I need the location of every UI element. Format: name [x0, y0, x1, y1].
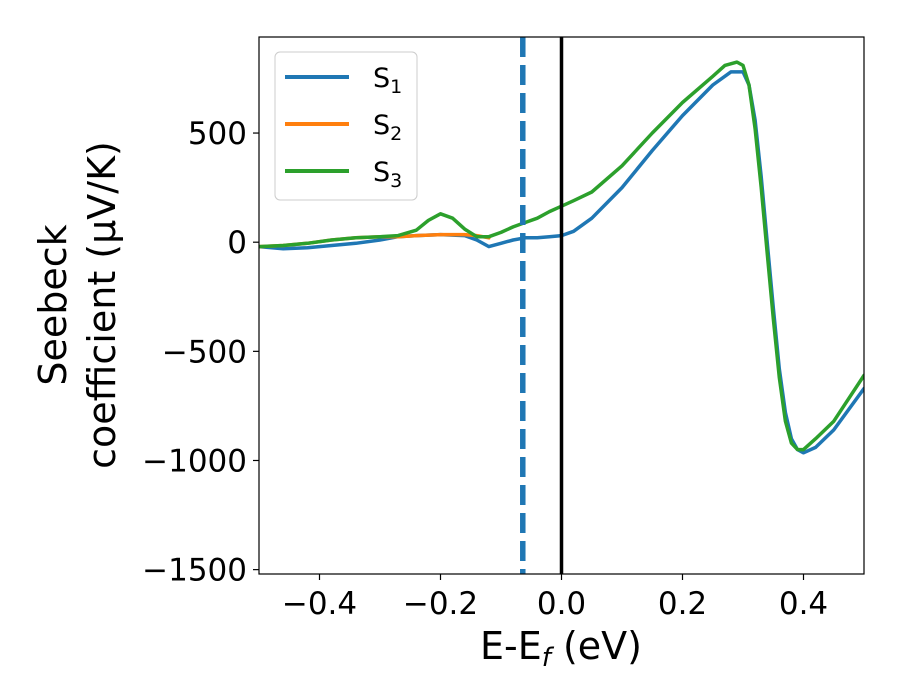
y-tick-label: −1500 [142, 553, 247, 589]
x-axis-label: E-Ef (eV) [480, 624, 642, 673]
x-tick-label: −0.4 [282, 586, 357, 622]
legend-label-s3: S3 [373, 157, 402, 192]
y-tick-label: −500 [162, 334, 247, 370]
legend-label-s1: S1 [373, 63, 402, 98]
y-axis-label-line1: Seebeck [31, 224, 75, 385]
y-tick-label: −1000 [142, 443, 247, 479]
x-tick-label: 0.4 [779, 586, 828, 622]
x-tick-label: −0.2 [403, 586, 478, 622]
x-axis-ticks: −0.4 −0.2 0.0 0.2 0.4 [282, 574, 828, 622]
series-lines [259, 60, 864, 455]
legend-label-s2: S2 [373, 110, 402, 145]
y-tick-label: 0 [227, 225, 247, 261]
x-tick-label: 0.2 [658, 586, 707, 622]
y-axis-label-line2: coefficient (μV/K) [80, 141, 124, 469]
x-tick-label: 0.0 [537, 586, 586, 622]
y-axis-ticks: −1500 −1000 −500 0 500 [142, 116, 259, 589]
y-tick-label: 500 [188, 116, 247, 152]
y-axis-label: Seebeck coefficient (μV/K) [31, 141, 124, 469]
reference-lines [520, 37, 564, 574]
series-line-s3 [259, 60, 864, 452]
legend: S1 S2 S3 [274, 51, 418, 201]
